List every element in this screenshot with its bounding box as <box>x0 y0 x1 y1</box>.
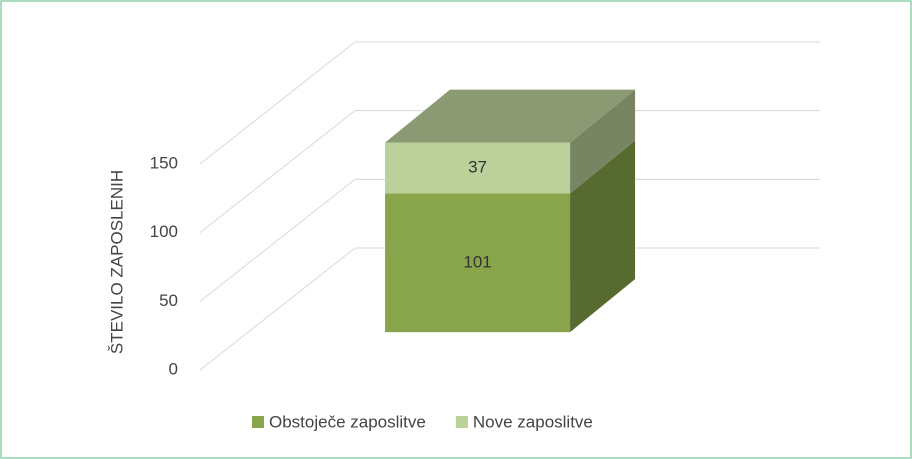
y-tick-label: 150 <box>150 153 178 172</box>
y-tick-label: 50 <box>159 291 178 310</box>
y-tick-label: 0 <box>169 359 178 378</box>
legend-swatch <box>252 416 264 428</box>
y-tick-label: 100 <box>150 222 178 241</box>
legend-swatch <box>455 416 468 428</box>
bar-side <box>570 89 636 194</box>
bar-side <box>570 140 636 333</box>
data-label: 37 <box>468 158 487 177</box>
data-label: 101 <box>463 252 491 271</box>
bar <box>385 193 571 333</box>
grid-line <box>199 110 820 234</box>
legend-label: Nove zaposlitve <box>473 412 593 431</box>
bar-top <box>385 89 636 143</box>
legend-label: Obstoječe zaposlitve <box>269 412 426 431</box>
grid-line <box>199 41 820 165</box>
bar <box>385 142 571 194</box>
grid-line <box>199 247 820 371</box>
grid-line <box>199 178 820 302</box>
y-axis-label: ŠTEVILO ZAPOSLENIH <box>107 170 126 354</box>
